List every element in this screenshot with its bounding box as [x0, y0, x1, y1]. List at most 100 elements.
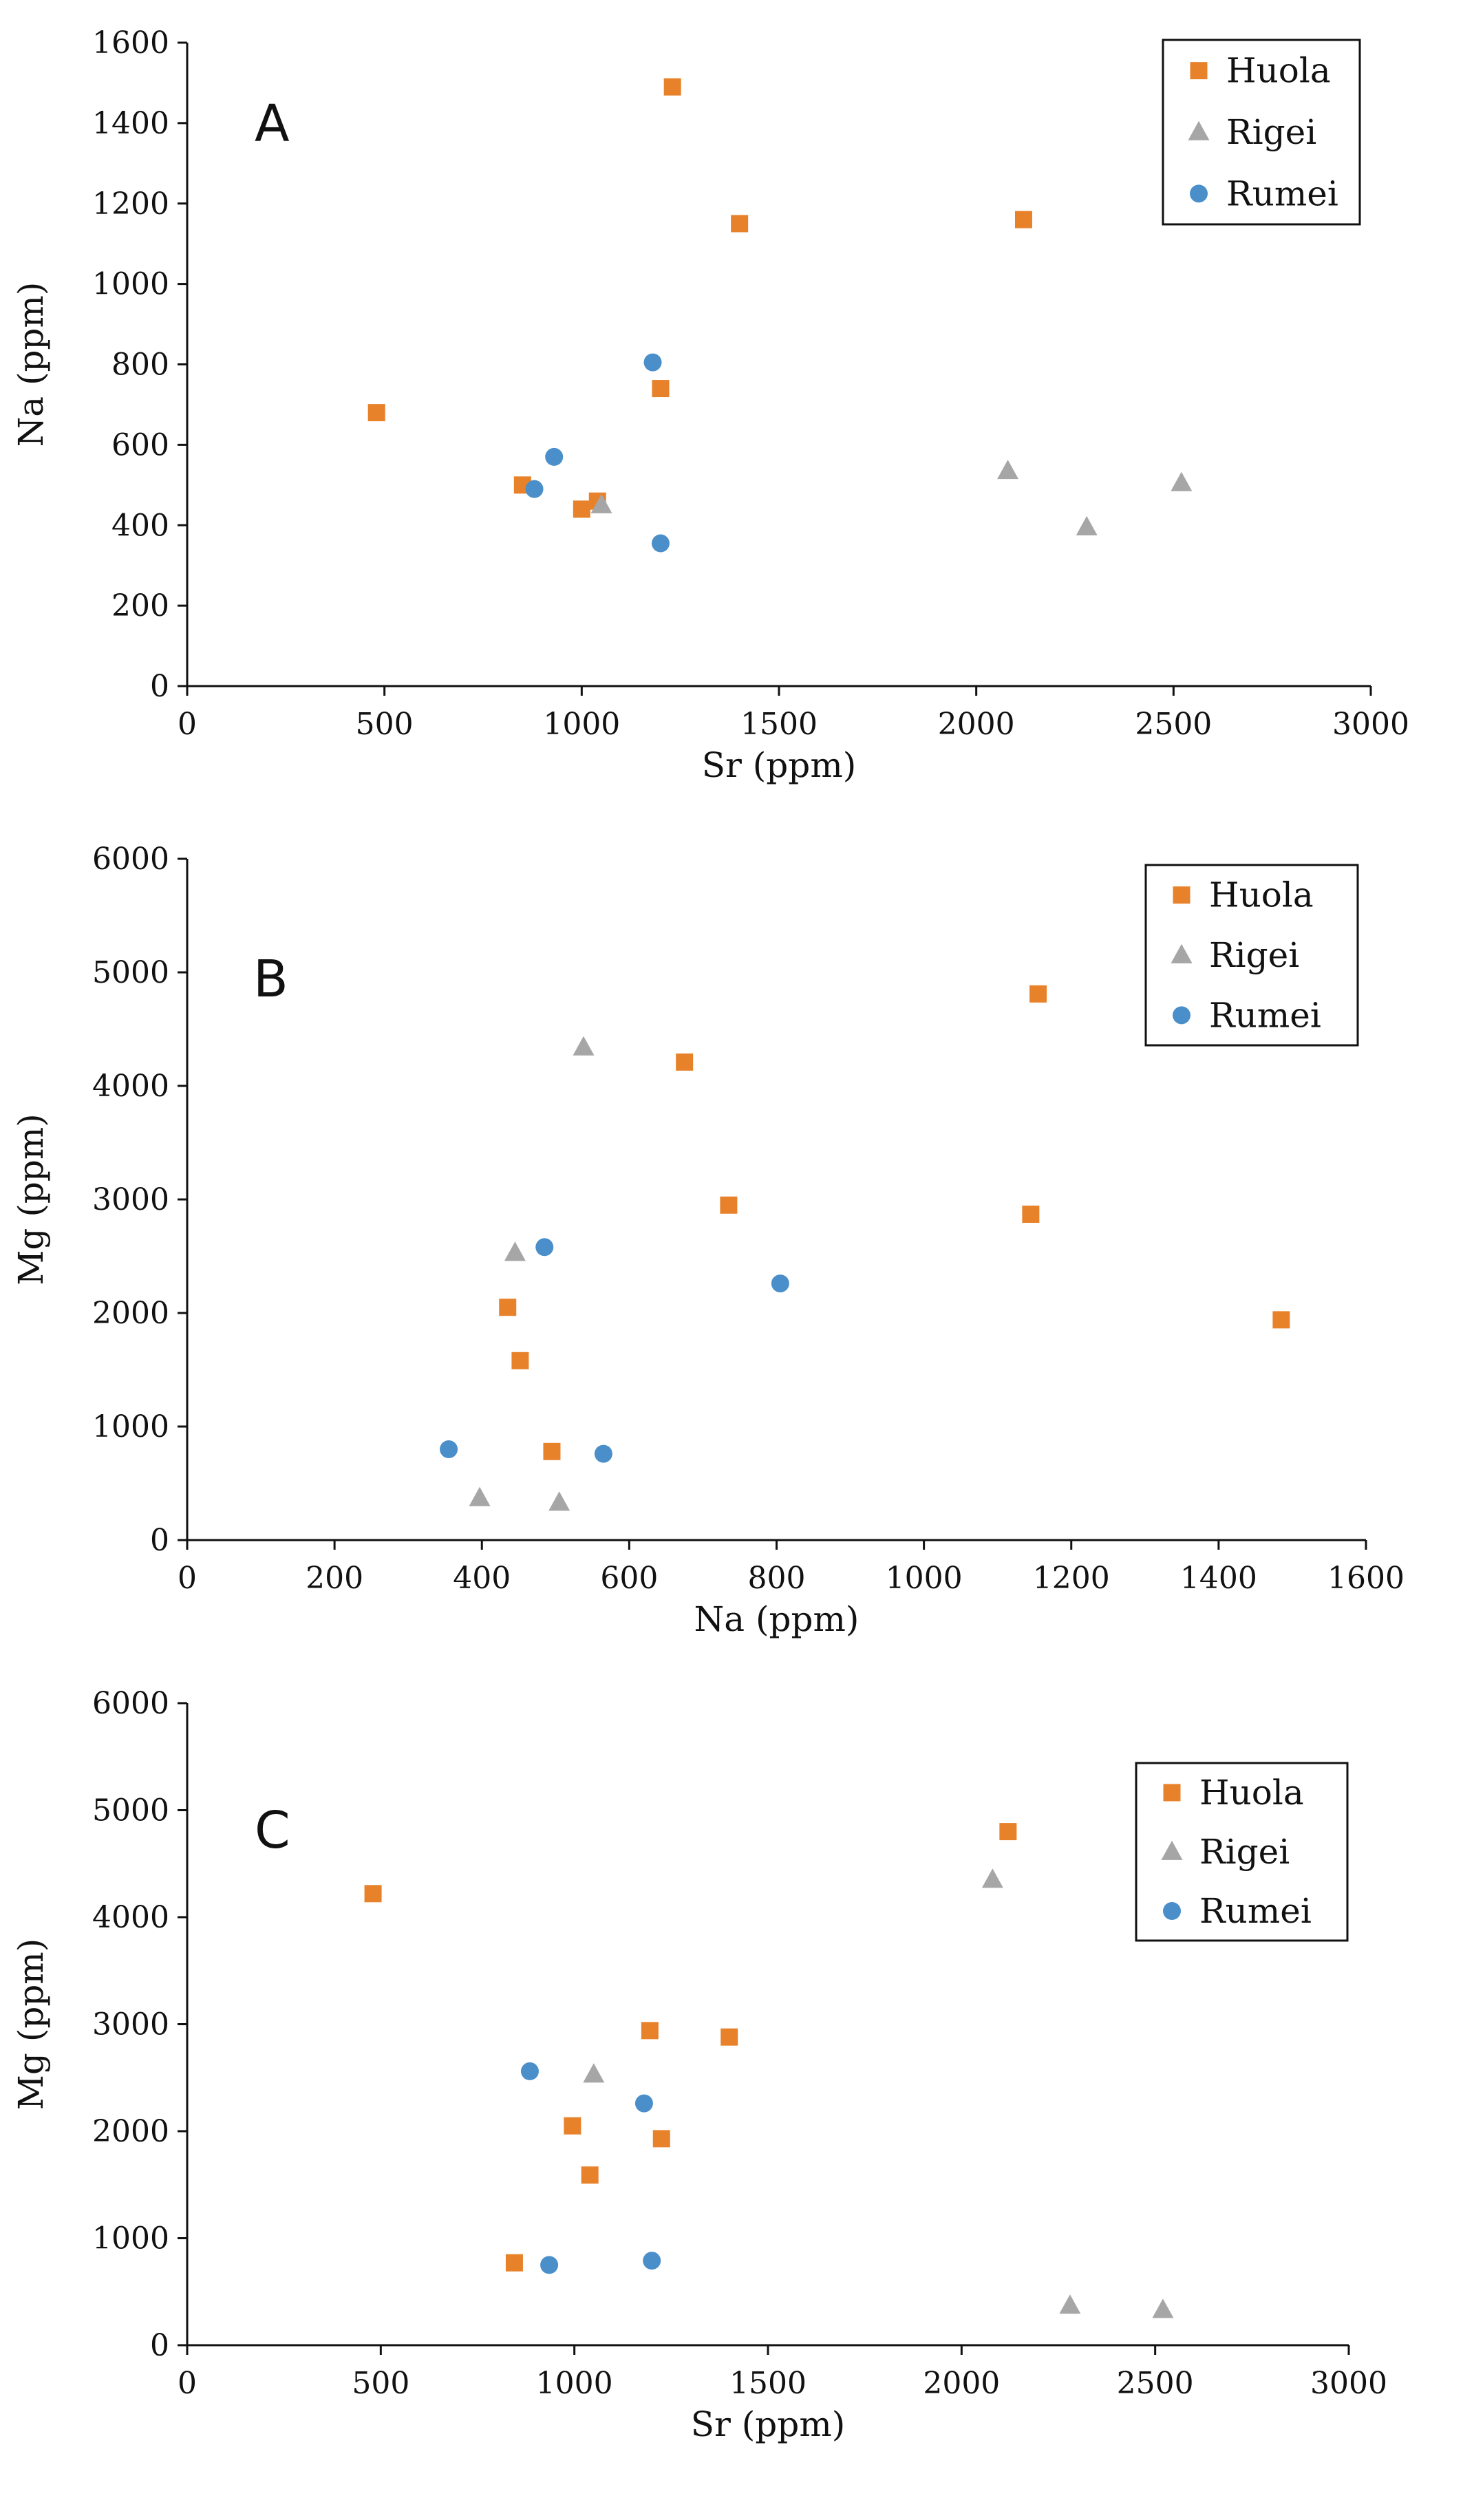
- y-axis-title: Na (ppm): [11, 282, 51, 447]
- legend-label-huola: Huola: [1226, 51, 1331, 91]
- data-point-rigei: [1152, 2298, 1174, 2318]
- data-point-rumei: [771, 1274, 789, 1293]
- legend-label-rumei: Rumei: [1209, 995, 1321, 1035]
- x-tick-label: 1000: [543, 707, 620, 742]
- y-tick-label: 1200: [92, 186, 169, 222]
- x-tick-label: 500: [356, 707, 414, 742]
- y-tick-label: 200: [111, 588, 169, 623]
- data-point-huola: [720, 1196, 738, 1214]
- data-point-rumei: [643, 353, 662, 372]
- x-tick-label: 2000: [923, 2366, 1000, 2401]
- data-point-rumei: [525, 480, 544, 498]
- legend: Huola Rigei Rumei: [1135, 1762, 1349, 1942]
- y-axis-title: Mg (ppm): [11, 1113, 51, 1285]
- x-tick-label: 3000: [1310, 2366, 1387, 2401]
- y-tick-label: 1600: [92, 25, 169, 61]
- x-tick-label: 0: [178, 707, 197, 742]
- y-tick-label: 600: [111, 427, 169, 462]
- data-point-huola: [505, 2254, 523, 2272]
- legend-label-rigei: Rigei: [1226, 112, 1316, 152]
- y-tick-label: 3000: [92, 1182, 169, 1217]
- data-point-rumei: [594, 1444, 612, 1463]
- x-tick-label: 1000: [536, 2366, 613, 2401]
- data-point-rigei: [1171, 471, 1193, 491]
- legend-marker-huola: [1163, 1784, 1181, 1802]
- data-point-huola: [1022, 1205, 1040, 1223]
- panel-letter: B: [253, 950, 288, 1009]
- panel-letter: A: [255, 94, 290, 153]
- data-point-rigei: [573, 1036, 595, 1056]
- data-point-rigei: [548, 1491, 570, 1511]
- y-tick-label: 400: [111, 508, 169, 543]
- data-point-huola: [676, 1053, 694, 1071]
- x-tick-label: 3000: [1332, 707, 1409, 742]
- legend-marker-rumei: [1190, 184, 1208, 203]
- x-tick-label: 1200: [1033, 1561, 1110, 1596]
- data-point-huola: [652, 380, 670, 398]
- legend-marker-rigei: [1188, 120, 1210, 140]
- data-point-huola: [499, 1299, 517, 1316]
- data-point-rigei: [469, 1486, 491, 1506]
- legend-label-huola: Huola: [1209, 875, 1314, 915]
- data-point-rigei: [1059, 2294, 1081, 2314]
- x-tick-label: 1400: [1180, 1561, 1257, 1596]
- chart-panel-b: 0 1000 2000 3000 4000 5000 6000 0 200 400 600 800 10…: [11, 842, 1405, 1639]
- x-tick-label: 0: [178, 1561, 197, 1596]
- y-tick-label: 5000: [92, 955, 169, 990]
- legend-label-rumei: Rumei: [1199, 1891, 1312, 1931]
- y-tick-label: 4000: [92, 1069, 169, 1104]
- data-point-huola: [999, 1823, 1017, 1841]
- y-tick-label: 0: [150, 1523, 169, 1558]
- x-tick-label: 200: [306, 1561, 363, 1596]
- y-tick-label: 2000: [92, 1296, 169, 1331]
- data-point-rumei: [634, 2094, 653, 2113]
- x-tick-label: 1500: [740, 707, 818, 742]
- legend-label-huola: Huola: [1199, 1773, 1304, 1813]
- legend-marker-rumei: [1173, 1006, 1190, 1025]
- x-tick-label: 500: [352, 2366, 409, 2401]
- legend-marker-rumei: [1163, 1902, 1181, 1920]
- y-tick-label: 0: [150, 2328, 169, 2363]
- data-point-rigei: [1076, 515, 1098, 535]
- x-tick-label: 2500: [1117, 2366, 1194, 2401]
- x-tick-label: 2500: [1135, 707, 1212, 742]
- legend-label-rigei: Rigei: [1199, 1832, 1290, 1872]
- data-point-rigei: [997, 460, 1019, 480]
- data-point-huola: [573, 500, 590, 518]
- x-tick-label: 1600: [1327, 1561, 1405, 1596]
- legend-label-rumei: Rumei: [1226, 173, 1338, 213]
- y-tick-label: 5000: [92, 1793, 169, 1828]
- y-tick-label: 4000: [92, 1900, 169, 1935]
- x-axis-title: Sr (ppm): [691, 2404, 846, 2444]
- data-point-huola: [367, 404, 385, 422]
- legend-marker-huola: [1173, 886, 1190, 904]
- data-point-rumei: [440, 1440, 458, 1458]
- y-tick-label: 1000: [92, 267, 169, 302]
- legend: Huola Rigei Rumei: [1162, 39, 1361, 226]
- legend-marker-rigei: [1171, 943, 1193, 963]
- y-tick-label: 0: [150, 669, 169, 704]
- legend: Huola Rigei Rumei: [1144, 864, 1359, 1047]
- x-tick-label: 1000: [886, 1561, 963, 1596]
- data-point-huola: [564, 2117, 581, 2135]
- data-point-huola: [364, 1885, 382, 1903]
- data-point-huola: [652, 2130, 670, 2148]
- chart-panel-a: 0 200 400 600 800 1000 1200 1400 1600 0 500 1000 150…: [11, 25, 1409, 785]
- legend-label-rigei: Rigei: [1209, 935, 1299, 975]
- data-point-huola: [731, 215, 749, 233]
- data-point-huola: [641, 2022, 659, 2040]
- chart-panel-c: 0 1000 2000 3000 4000 5000 6000 0 500 1000 1500 200…: [11, 1686, 1387, 2444]
- panel-letter: C: [255, 1801, 290, 1860]
- x-tick-label: 2000: [938, 707, 1015, 742]
- legend-marker-rigei: [1161, 1840, 1183, 1860]
- data-point-huola: [1029, 985, 1047, 1003]
- x-axis-title: Sr (ppm): [702, 745, 857, 785]
- y-tick-label: 6000: [92, 1686, 169, 1721]
- data-point-rumei: [520, 2062, 539, 2080]
- data-point-huola: [1272, 1311, 1290, 1329]
- x-tick-label: 0: [178, 2366, 197, 2401]
- y-axis-title: Mg (ppm): [11, 1939, 51, 2111]
- x-tick-label: 800: [748, 1561, 806, 1596]
- data-point-rigei: [981, 1868, 1003, 1888]
- data-point-huola: [511, 1352, 529, 1369]
